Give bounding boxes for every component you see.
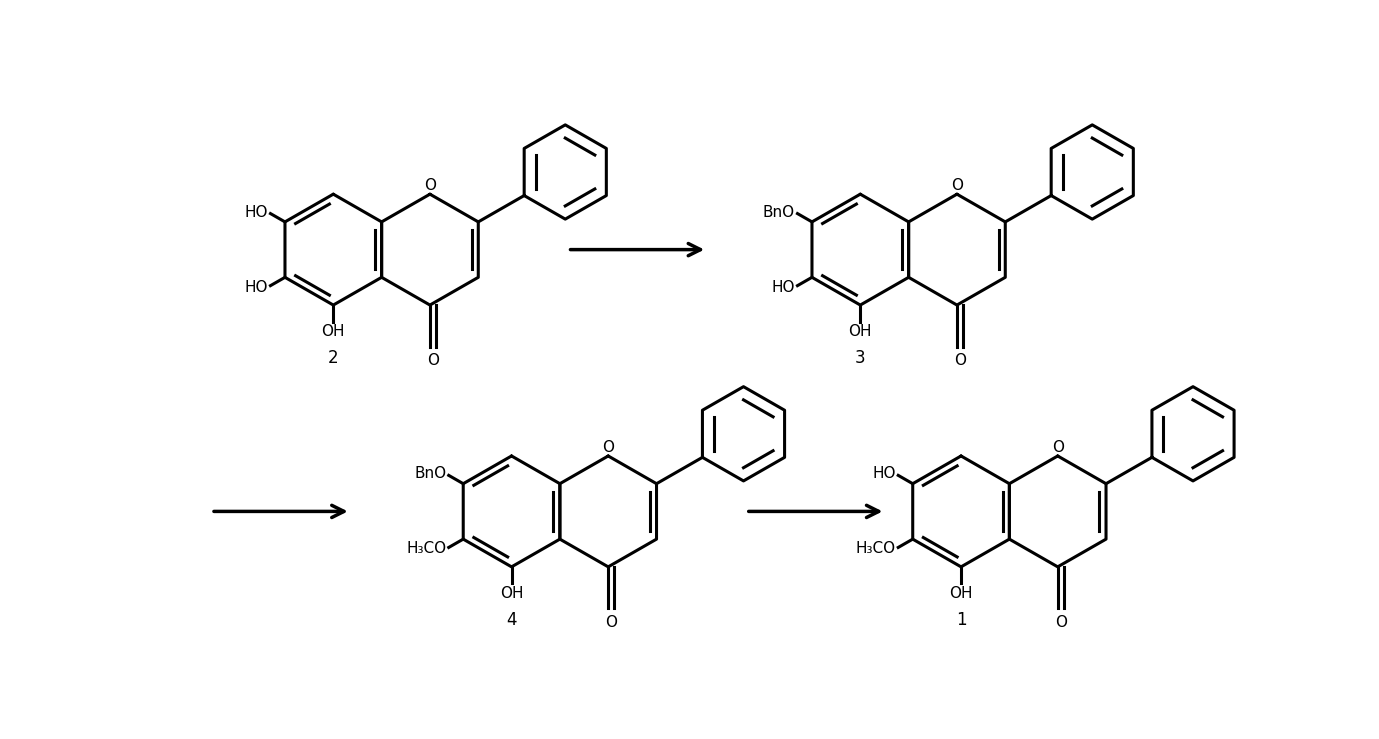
Text: 2: 2 xyxy=(328,350,339,367)
Text: H₃CO: H₃CO xyxy=(407,542,447,556)
Text: H₃CO: H₃CO xyxy=(856,542,896,556)
Text: O: O xyxy=(603,440,614,455)
Text: O: O xyxy=(605,615,618,630)
Text: 1: 1 xyxy=(956,611,967,629)
Text: O: O xyxy=(1052,440,1063,455)
Text: HO: HO xyxy=(244,279,268,295)
Text: OH: OH xyxy=(949,586,972,602)
Text: 3: 3 xyxy=(855,350,866,367)
Text: BnO: BnO xyxy=(414,466,447,482)
Text: OH: OH xyxy=(321,324,345,339)
Text: O: O xyxy=(427,353,439,368)
Text: HO: HO xyxy=(873,466,896,482)
Text: HO: HO xyxy=(772,279,796,295)
Text: OH: OH xyxy=(499,586,523,602)
Text: HO: HO xyxy=(244,205,268,219)
Text: 4: 4 xyxy=(506,611,517,629)
Text: O: O xyxy=(1055,615,1067,630)
Text: O: O xyxy=(423,178,436,194)
Text: O: O xyxy=(954,353,967,368)
Text: BnO: BnO xyxy=(763,205,796,219)
Text: OH: OH xyxy=(848,324,872,339)
Text: O: O xyxy=(952,178,963,194)
